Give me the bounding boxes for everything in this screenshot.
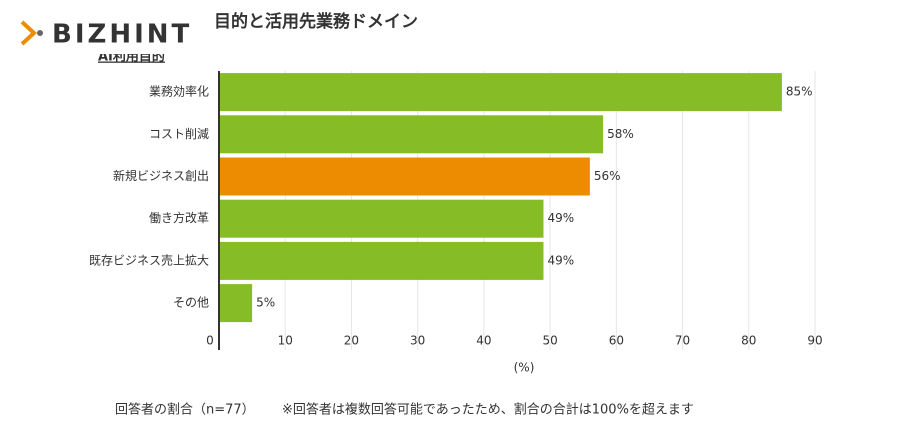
bar <box>219 199 544 238</box>
x-tick-label: 40 <box>476 334 491 348</box>
logo-icon <box>20 20 43 46</box>
y-tick-label: コスト削減 <box>149 126 209 141</box>
y-tick-label: 既存ビジネス売上拡大 <box>89 252 209 267</box>
logo-bg <box>14 14 204 54</box>
x-tick-label: 80 <box>741 334 756 348</box>
note: ※回答者は複数回答可能であったため、割合の合計は100%を超えます <box>282 402 694 418</box>
bar <box>219 157 590 196</box>
value-label: 49% <box>547 211 574 225</box>
bar <box>219 115 604 154</box>
bar <box>219 241 544 280</box>
x-tick-label: 30 <box>410 334 425 348</box>
x-tick-label: 10 <box>278 334 293 348</box>
x-tick-label: 50 <box>542 334 557 348</box>
y-tick-label: 業務効率化 <box>149 84 209 99</box>
value-label: 58% <box>607 127 634 141</box>
x-tick-label: 20 <box>344 334 359 348</box>
x-tick-label: 90 <box>807 334 822 348</box>
value-label: 5% <box>256 296 275 310</box>
bar <box>219 73 782 112</box>
value-label: 85% <box>786 85 813 99</box>
value-label: 49% <box>547 253 574 267</box>
x-tick-label: 70 <box>675 334 690 348</box>
x-axis-label: (%) <box>514 361 535 375</box>
x-tick-label: 60 <box>609 334 624 348</box>
y-tick-label: 新規ビジネス創出 <box>113 168 209 183</box>
x-tick-label: 0 <box>206 334 214 348</box>
bar <box>219 284 253 323</box>
chart-title: 目的と活用先業務ドメイン <box>214 11 418 32</box>
logo-text: BIZHINT <box>52 20 192 50</box>
value-label: 56% <box>594 169 621 183</box>
note: 回答者の割合（n=77） <box>115 402 255 418</box>
y-tick-label: その他 <box>173 296 209 310</box>
y-tick-label: 働き方改革 <box>149 210 209 225</box>
